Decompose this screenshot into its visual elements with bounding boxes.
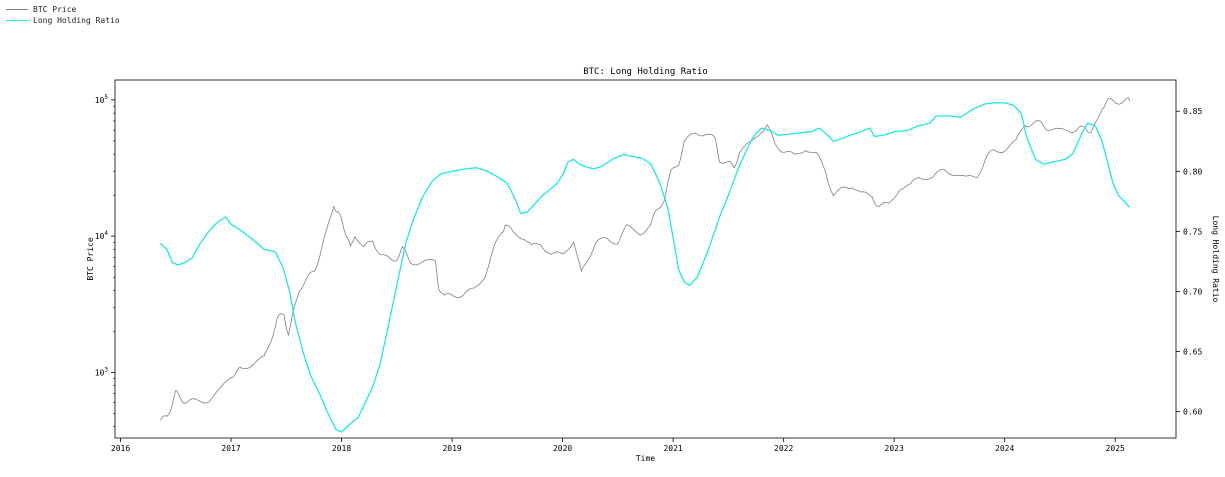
y-right-tick-label: 0.70: [1183, 287, 1202, 296]
y-right-tick-label: 0.75: [1183, 227, 1202, 236]
y-left-tick-base: 10: [95, 96, 105, 105]
y-axis-left-label: BTC Price: [86, 237, 95, 281]
y-axis-right-label: Long Holding Ratio: [1211, 216, 1220, 303]
x-tick-label: 2019: [442, 444, 461, 453]
y-left-tick-base: 10: [95, 368, 105, 377]
legend-swatch-btc-price: [6, 9, 28, 10]
plot-frame: [114, 79, 1177, 439]
y-left-tick-exponent: 3: [104, 366, 108, 373]
y-left-tick-label: 105: [95, 94, 109, 105]
y-left-tick-label: 104: [95, 230, 109, 241]
y-left-tick-exponent: 4: [104, 230, 108, 237]
x-tick-label: 2025: [1106, 444, 1125, 453]
x-tick-label: 2021: [663, 444, 682, 453]
x-tick-label: 2018: [332, 444, 351, 453]
legend-item-long-holding-ratio: Long Holding Ratio: [6, 15, 120, 26]
x-tick-label: 2022: [774, 444, 793, 453]
series-line-btc-price: [159, 97, 1130, 421]
chart-title: BTC: Long Holding Ratio: [583, 67, 708, 77]
y-left-tick-exponent: 5: [104, 94, 108, 101]
x-tick-label: 2017: [221, 444, 240, 453]
x-tick-label: 2023: [885, 444, 904, 453]
legend: BTC Price Long Holding Ratio: [6, 4, 120, 26]
y-right-tick-label: 0.80: [1183, 167, 1202, 176]
legend-item-btc-price: BTC Price: [6, 4, 120, 15]
legend-swatch-long-holding-ratio: [6, 20, 28, 21]
y-right-tick-label: 0.65: [1183, 348, 1202, 357]
y-left-tick-label: 103: [95, 366, 109, 377]
x-axis-label: Time: [636, 454, 655, 463]
y-right-tick-label: 0.85: [1183, 107, 1202, 116]
legend-label-btc-price: BTC Price: [33, 5, 77, 14]
series-line-long-holding-ratio: [159, 102, 1131, 433]
x-tick-label: 2024: [995, 444, 1014, 453]
y-left-tick-base: 10: [95, 232, 105, 241]
y-right-tick-label: 0.60: [1183, 408, 1202, 417]
legend-label-long-holding-ratio: Long Holding Ratio: [33, 16, 120, 25]
x-tick-label: 2016: [111, 444, 130, 453]
x-tick-label: 2020: [553, 444, 572, 453]
